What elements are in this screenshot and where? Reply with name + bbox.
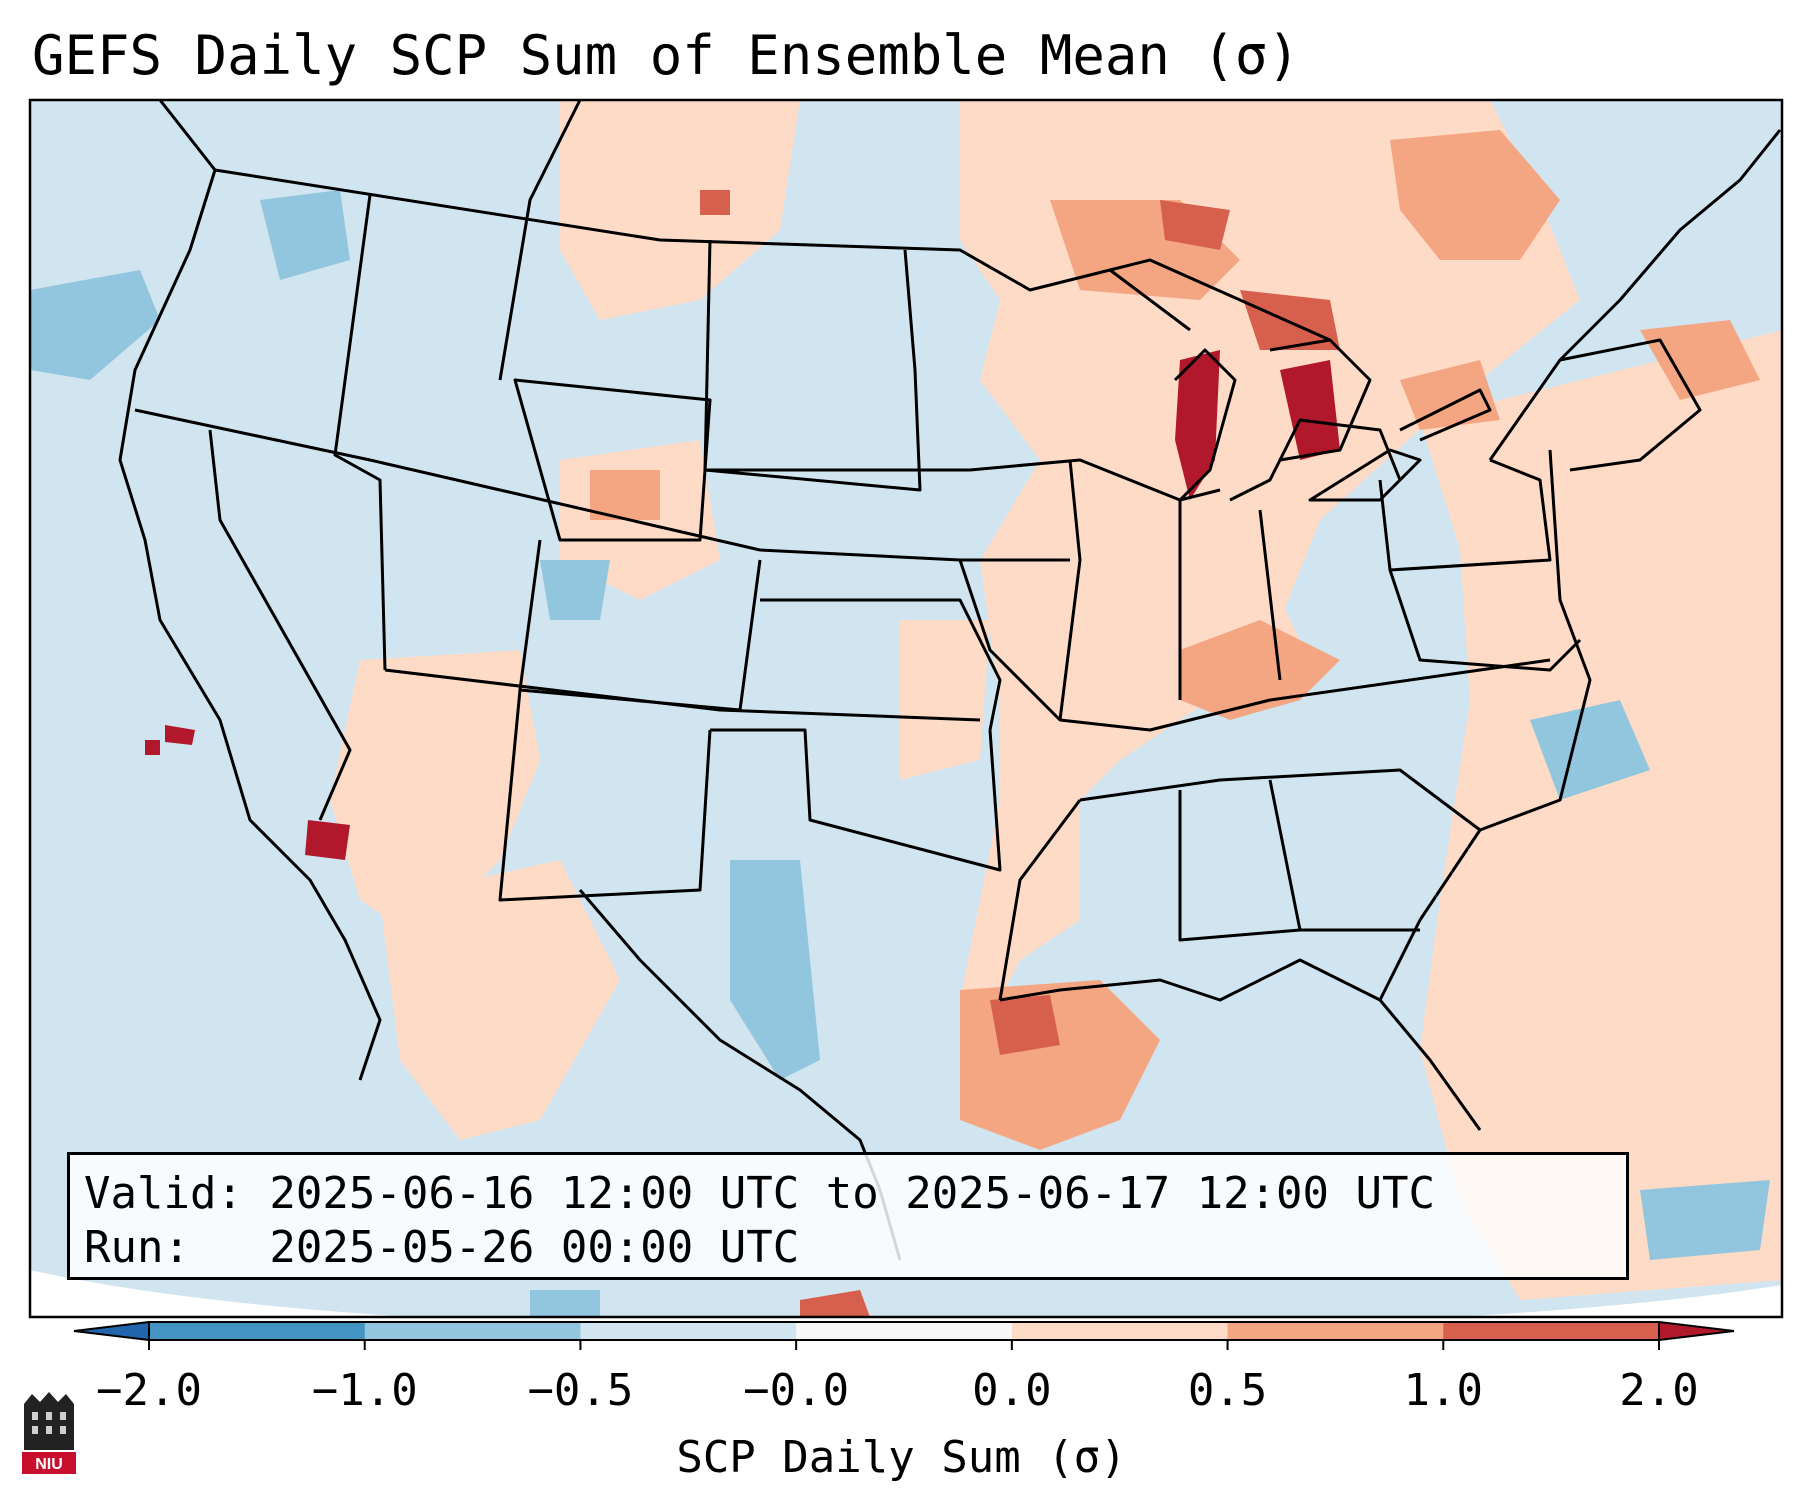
colorbar-label: SCP Daily Sum (σ) (676, 1432, 1127, 1483)
positive-anomaly-strong (700, 190, 1340, 1317)
colorbar-segment (149, 1322, 366, 1340)
colorbar-tick-label: −0.0 (743, 1365, 850, 1416)
state-boundaries (118, 100, 1782, 1261)
colorbar-tick-label: 2.0 (1619, 1365, 1699, 1416)
colorbar-frame (148, 1321, 1660, 1341)
colorbar-tick-label: 0.5 (1187, 1365, 1268, 1416)
niu-logo: NIU (22, 1392, 76, 1474)
positive-anomaly-light (330, 100, 1782, 1300)
colorbar-segment (796, 1322, 1013, 1340)
negative-anomaly (30, 190, 1770, 1317)
plot-title: GEFS Daily SCP Sum of Ensemble Mean (σ) (32, 24, 1300, 87)
colorbar-segment (580, 1322, 797, 1340)
colorbar-ticks (148, 1340, 1660, 1350)
colorbar-extend-high (1658, 1320, 1735, 1342)
colorbar-segments (73, 1320, 1735, 1342)
logo-text: NIU (35, 1456, 63, 1473)
colorbar-segment (364, 1322, 581, 1340)
colorbar-tick-label: −0.5 (527, 1365, 634, 1416)
logo-tower-icon (24, 1392, 74, 1450)
colorbar-segment (1443, 1322, 1660, 1340)
positive-anomaly-extreme (145, 350, 1340, 860)
info-box: Valid: 2025-06-16 12:00 UTC to 2025-06-1… (67, 1152, 1629, 1280)
colorbar-tick-label: −2.0 (96, 1365, 202, 1416)
valid-time-text: Valid: 2025-06-16 12:00 UTC to 2025-06-1… (84, 1168, 1436, 1219)
run-time-text: Run: 2025-05-26 00:00 UTC (84, 1222, 800, 1273)
colorbar-segment (1227, 1322, 1444, 1340)
colorbar-tick-label: 0.0 (972, 1365, 1052, 1416)
colorbar-tick-label: 1.0 (1403, 1365, 1484, 1416)
logo-badge (22, 1452, 76, 1474)
colorbar-tick-label: −1.0 (311, 1365, 418, 1416)
map-frame (28, 98, 1784, 1319)
map-field (30, 100, 1782, 1317)
colorbar-extend-low (73, 1320, 150, 1342)
colorbar-segment (1011, 1322, 1229, 1340)
